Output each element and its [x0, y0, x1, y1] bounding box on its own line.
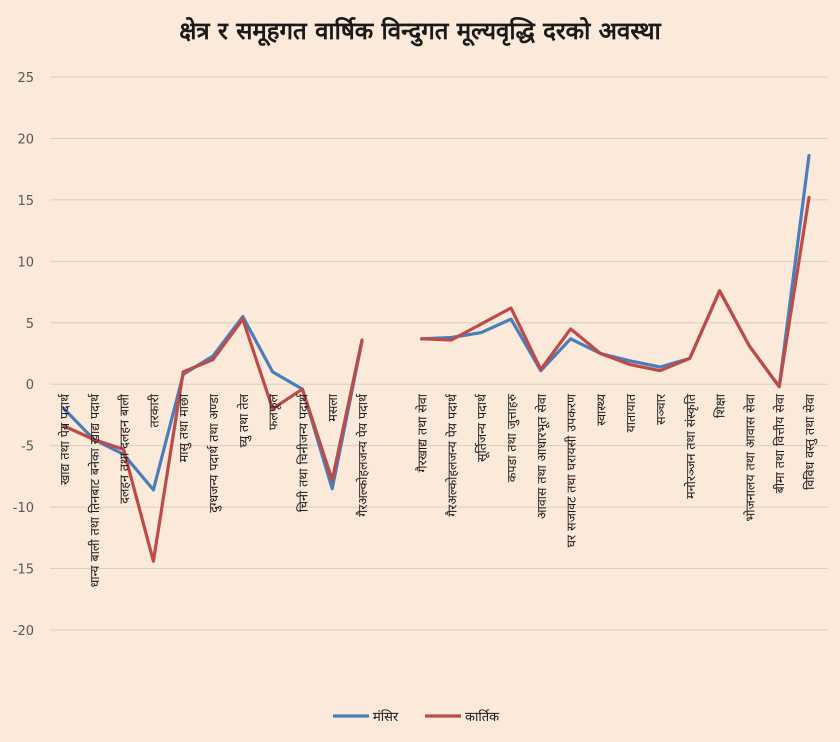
chart-title: क्षेत्र र समूहगत वार्षिक विन्दुगत मूल्यव…: [179, 17, 661, 45]
y-tick-label: 15: [17, 194, 34, 209]
x-tick-label: सूर्तिजन्य पदार्थ: [474, 393, 490, 462]
x-tick-label: सञ्चार: [653, 393, 668, 425]
x-tick-label: कपडा तथा जुत्ताहरु: [504, 393, 520, 482]
x-tick-label: यातायात: [623, 393, 638, 432]
x-tick-label: चिनी तथा चिनीजन्य पदार्थ: [295, 393, 310, 512]
x-tick-label: आवास तथा आधारभूत सेवा: [534, 393, 550, 519]
x-tick-label: दुग्धजन्य पदार्थ तथा अण्डा: [206, 393, 222, 512]
y-tick-labels: 25 20 15 10 5 0 -5 -10 -15 -20: [13, 71, 34, 639]
series-layer: [62, 154, 811, 563]
x-tick-label: मासु तथा माछा: [176, 393, 192, 462]
x-tick-label: स्वास्थ्य: [593, 393, 608, 425]
y-tick-label: 25: [17, 71, 34, 86]
y-tick-label: 20: [17, 132, 34, 147]
series-line: [420, 154, 811, 389]
x-tick-label: गैरअल्कोहलजन्य पेय पदार्थ: [355, 393, 370, 517]
series-line: [420, 195, 811, 389]
x-tick-label: धान्य बाली तथा तिनबाट बनेका खाद्य पदार्थ: [87, 393, 102, 587]
x-tick-label: फलफूल: [266, 393, 282, 430]
series-2: [62, 195, 811, 563]
y-tick-label: -5: [21, 440, 34, 455]
legend-label: कार्तिक: [465, 709, 500, 725]
grid-layer: [50, 76, 828, 631]
y-tick-label: -10: [13, 501, 34, 516]
x-tick-label: विविध वस्तु तथा सेवा: [802, 393, 818, 490]
y-tick-label: 0: [26, 378, 34, 393]
y-tick-label: 5: [26, 317, 34, 332]
y-tick-label: 10: [17, 255, 34, 270]
x-tick-label: भोजनालय तथा आवास सेवा: [742, 393, 757, 521]
y-tick-label: -20: [13, 624, 34, 639]
series-line: [62, 317, 364, 563]
x-tick-label: गैरखाद्य तथा सेवा: [415, 393, 430, 472]
x-tick-label: खाद्य तथा पेय पदार्थ: [57, 393, 72, 485]
y-tick-label: -15: [13, 563, 34, 578]
x-tick-label: दलहन तथा दलहन बाली: [117, 393, 132, 503]
legend-item: मंसिर: [333, 709, 399, 725]
x-tick-label: बीमा तथा वित्तीय सेवा: [772, 393, 787, 493]
x-tick-labels: खाद्य तथा पेय पदार्थ धान्य बाली तथा तिनबा…: [57, 393, 818, 587]
x-tick-label: घर सजावट तथा घरायसी उपकरण: [564, 393, 579, 547]
x-tick-label: शिक्षा: [713, 393, 728, 418]
x-tick-label: गैरअल्कोहलजन्य पेय पदार्थ: [444, 393, 459, 517]
legend-label: मंसिर: [373, 709, 399, 725]
legend-item: कार्तिक: [425, 709, 500, 725]
legend: मंसिर कार्तिक: [333, 709, 500, 725]
x-tick-label: घ्यु तथा तेल: [236, 393, 252, 447]
x-tick-label: तरकारी: [146, 393, 161, 427]
x-tick-label: मसला: [325, 393, 340, 421]
x-tick-label: मनोरञ्जन तथा संस्कृति: [683, 393, 699, 499]
